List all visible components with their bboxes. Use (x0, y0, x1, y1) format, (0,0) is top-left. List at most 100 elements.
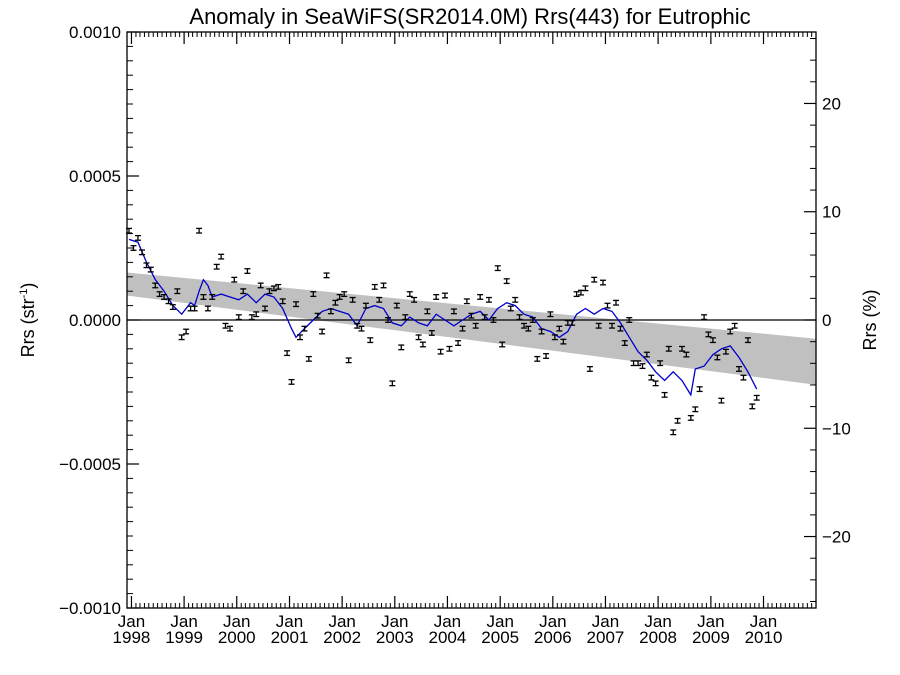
data-point-errorbar (441, 292, 448, 299)
data-point-errorbar (165, 298, 172, 305)
data-point-errorbar (380, 282, 387, 289)
data-point-errorbar (463, 298, 470, 305)
data-point-errorbar (156, 291, 163, 298)
y-axis-left-tick-label: 0.0000 (69, 311, 121, 330)
x-axis-tick-month-label: Jan (223, 612, 250, 631)
data-point-errorbar (670, 429, 677, 436)
data-point-errorbar (424, 308, 431, 315)
y-axis-left-tick-label: −0.0010 (59, 599, 121, 618)
x-axis-tick-month-label: Jan (539, 612, 566, 631)
anomaly-running-mean-line (128, 238, 758, 397)
chart-title: Anomaly in SeaWiFS(SR2014.0M) Rrs(443) f… (189, 4, 750, 29)
data-point-errorbar (314, 312, 321, 319)
x-axis-tick-year-label: 2001 (271, 628, 309, 647)
y-axis-left-label: Rrs (str-1) (18, 283, 38, 358)
data-point-errorbar (512, 296, 519, 303)
data-point-errorbar (319, 328, 326, 335)
data-point-errorbar (222, 322, 229, 329)
data-point-errorbar (582, 285, 589, 292)
data-point-errorbar (433, 294, 440, 300)
data-point-errorbar (323, 272, 330, 279)
x-axis-tick-year-label: 2010 (745, 628, 783, 647)
data-point-errorbar (284, 350, 291, 357)
data-point-errorbar (657, 360, 664, 367)
data-point-errorbar (279, 298, 286, 305)
anomaly-line-layer (128, 238, 758, 397)
x-axis-tick-month-label: Jan (381, 612, 408, 631)
data-point-errorbar (209, 294, 216, 300)
x-axis-tick-year-label: 2002 (323, 628, 361, 647)
data-point-errorbar (626, 317, 633, 323)
data-point-errorbar (648, 374, 655, 381)
x-axis-tick-month-label: Jan (697, 612, 724, 631)
x-axis-tick-month-label: Jan (750, 612, 777, 631)
data-point-errorbar (534, 355, 541, 362)
data-point-errorbar (169, 304, 176, 310)
x-axis-tick-month-label: Jan (644, 612, 671, 631)
data-point-errorbar (218, 253, 225, 260)
data-point-errorbar (543, 353, 550, 359)
x-axis-tick-year-label: 2006 (534, 628, 572, 647)
data-point-errorbar (735, 366, 742, 372)
data-point-errorbar (718, 397, 725, 404)
data-point-errorbar (411, 296, 418, 303)
data-point-errorbar (275, 283, 282, 290)
data-point-errorbar (178, 334, 185, 341)
data-point-errorbar (371, 283, 378, 290)
x-axis-tick-year-label: 2008 (639, 628, 677, 647)
data-point-errorbar (595, 322, 602, 329)
data-point-errorbar (455, 340, 462, 346)
data-point-errorbar (503, 278, 510, 285)
data-point-errorbar (722, 348, 729, 355)
data-point-errorbar (402, 314, 409, 321)
data-point-errorbar (385, 317, 392, 323)
data-point-errorbar (630, 360, 637, 367)
data-point-errorbar (569, 319, 576, 326)
data-point-errorbar (406, 291, 413, 298)
data-point-errorbar (288, 378, 295, 385)
data-point-errorbar (349, 296, 356, 303)
x-axis-tick-month-label: Jan (170, 612, 197, 631)
data-point-errorbar (753, 394, 760, 401)
y-axis-right-tick-label: 0 (822, 311, 831, 330)
data-point-errorbar (481, 314, 488, 321)
x-axis-tick-month-label: Jan (328, 612, 355, 631)
x-axis-tick-year-label: 1999 (165, 628, 203, 647)
data-point-errorbar (266, 288, 273, 295)
y-axis-left-tick-label: −0.0005 (59, 455, 121, 474)
data-point-errorbar (661, 391, 668, 398)
data-point-errorbar (174, 288, 181, 295)
data-point-errorbar (679, 345, 686, 352)
data-point-errorbar (652, 380, 659, 387)
data-point-errorbar (341, 291, 348, 298)
data-point-errorbar (600, 279, 607, 286)
data-point-errorbar (556, 325, 563, 332)
data-point-errorbar (744, 337, 751, 344)
data-point-errorbar (547, 311, 554, 318)
data-point-errorbar (520, 322, 527, 329)
data-point-errorbar (525, 325, 532, 332)
y-axis-right-label: Rrs (%) (860, 290, 880, 351)
data-point-errorbar (393, 302, 400, 309)
data-point-errorbar (696, 386, 703, 393)
data-point-errorbar (608, 322, 615, 329)
data-point-errorbar (419, 341, 426, 348)
data-point-errorbar (516, 314, 523, 321)
y-axis-left-tick-label: 0.0010 (69, 23, 121, 42)
data-point-errorbar (231, 276, 238, 283)
data-point-errorbar (270, 285, 277, 292)
data-point-errorbar (191, 305, 198, 312)
x-axis-tick-month-label: Jan (276, 612, 303, 631)
data-point-errorbar (204, 305, 211, 312)
axes-layer: −0.0010 −0.0005 0.0000 0.0005 0.0010 −20 −10 0 1… (59, 23, 851, 647)
y-axis-right-tick-label: −20 (822, 528, 851, 547)
data-point-errorbar (262, 305, 269, 312)
data-point-errorbar (701, 314, 708, 321)
data-point-errorbar (398, 344, 405, 351)
data-point-errorbar (714, 354, 721, 361)
data-point-errorbar (183, 328, 190, 335)
data-point-errorbar (130, 245, 137, 251)
data-point-errorbar (437, 348, 444, 355)
data-point-errorbar (507, 305, 514, 312)
